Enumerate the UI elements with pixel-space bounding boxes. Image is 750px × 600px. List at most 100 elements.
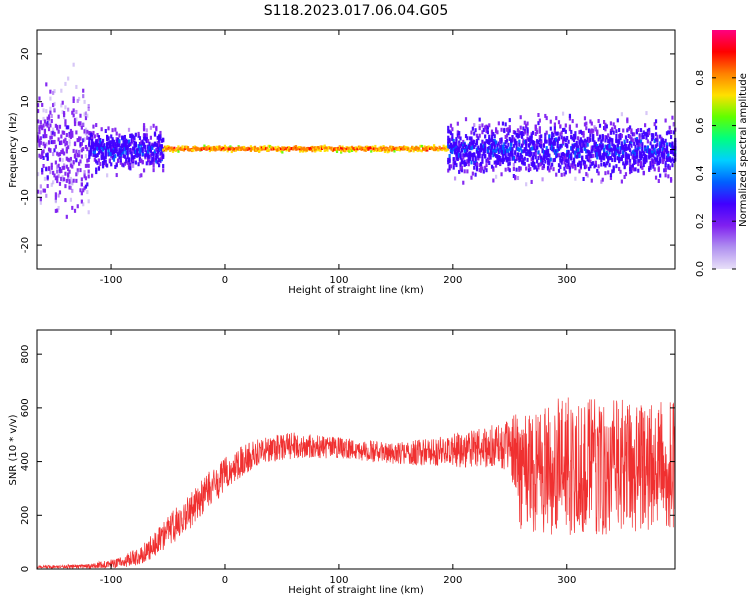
spectrogram-cell — [43, 188, 47, 193]
spectrogram-cell — [378, 146, 381, 150]
spectrogram-cell — [316, 145, 320, 149]
spectrogram-cell — [50, 119, 53, 124]
spectrogram-cell — [83, 137, 86, 142]
spectrogram-cell — [452, 162, 455, 167]
spectrogram-cell — [366, 148, 369, 152]
spectrogram-cell — [469, 144, 472, 149]
spectrogram-cell — [348, 150, 351, 153]
spectrogram-cell — [594, 126, 597, 131]
spectrogram-cell — [633, 149, 636, 154]
spectrogram-cell — [566, 163, 569, 168]
spectrogram-cell — [195, 148, 198, 152]
spectrogram-cell — [639, 151, 643, 156]
spectrogram-cell — [107, 152, 110, 157]
spectrogram-cell — [107, 136, 110, 141]
spectrogram-cell — [477, 156, 480, 161]
spectrogram-cell — [475, 167, 479, 172]
spectrogram-cell — [348, 147, 351, 150]
spectrogram-cell — [64, 171, 67, 176]
spectrogram-cell — [481, 145, 484, 150]
colorbar-tick-label: 0.8 — [695, 70, 706, 86]
spectrogram-cell — [50, 135, 53, 140]
spectrogram-cell — [605, 124, 608, 129]
spectrogram-cell — [672, 123, 675, 128]
spectrogram-cell — [504, 134, 507, 139]
spectrogram-cell — [223, 144, 227, 148]
spectrogram-cell — [301, 147, 304, 150]
spectrogram-cell — [149, 148, 152, 153]
spectrogram-cell — [575, 140, 578, 145]
spectrogram-cell — [232, 146, 235, 150]
spectrogram-cell — [144, 144, 147, 149]
spectrogram-cell — [597, 119, 600, 124]
spectrogram-cell — [80, 154, 83, 159]
spectrogram-cell — [448, 166, 451, 171]
spectrogram-cell — [360, 148, 363, 151]
spectrogram-cell — [511, 138, 514, 143]
spectrogram-cell — [61, 178, 64, 183]
spectrogram-cell — [397, 147, 400, 150]
spectrogram-cell — [590, 145, 593, 150]
spectrogram-cell — [91, 144, 94, 149]
spectrogram-cell — [88, 130, 91, 135]
spectrogram-cell — [515, 140, 518, 145]
spectrogram-cell — [488, 123, 491, 128]
spectrogram-cell — [87, 199, 90, 204]
spectrogram-cell — [618, 140, 621, 145]
spectrogram-cell — [626, 153, 629, 158]
spectrogram-cell — [114, 154, 117, 159]
spectrogram-cell — [505, 127, 509, 132]
spectrogram-cell — [479, 165, 483, 170]
spectrogram-cell — [138, 136, 142, 141]
spectrogram-cell — [559, 155, 562, 160]
spectrogram-cell — [659, 173, 662, 178]
spectrogram-cell — [653, 122, 656, 127]
spectrogram-cell — [474, 162, 477, 167]
spectrogram-cell — [140, 140, 143, 145]
spectrogram-cell — [544, 113, 547, 118]
spectrogram-cell — [344, 149, 347, 152]
spectrogram-cell — [523, 130, 526, 135]
spectrogram-cell — [609, 173, 613, 178]
spectrogram-cell — [447, 139, 450, 144]
spectrogram-cell — [590, 121, 593, 126]
spectrogram-cell — [473, 152, 476, 157]
spectrogram-cell — [530, 151, 533, 156]
spectrogram-cell — [553, 157, 556, 162]
spectrogram-cell — [337, 148, 340, 151]
y-tick-label: 10 — [20, 95, 31, 108]
spectrogram-cell — [469, 151, 472, 156]
spectrogram-cell — [71, 188, 74, 193]
spectrogram-cell — [460, 165, 464, 170]
x-tick-label: 100 — [329, 575, 348, 586]
spectrogram-cell — [589, 164, 592, 169]
spectrogram-cell — [507, 127, 510, 132]
spectrogram-cell — [262, 147, 265, 151]
spectrogram-cell — [536, 145, 539, 150]
spectrogram-cell — [500, 137, 503, 142]
spectrogram-cell — [206, 146, 209, 149]
spectrogram-cell — [462, 155, 465, 160]
spectrogram-cell — [88, 140, 91, 145]
spectrogram-cell — [69, 163, 73, 168]
spectrogram-cell — [300, 146, 303, 150]
spectrogram-cell — [657, 150, 660, 155]
spectrogram-cell — [669, 143, 673, 148]
spectrogram-cell — [534, 143, 537, 148]
spectrogram-cell — [54, 199, 57, 204]
spectrogram-cell — [305, 146, 309, 150]
spectrogram-cell — [615, 133, 618, 138]
spectrogram-cell — [634, 160, 637, 165]
spectrogram-cell — [493, 145, 496, 150]
spectrogram-cell — [486, 148, 489, 153]
spectrogram-cell — [116, 143, 120, 148]
spectrogram-cell — [47, 119, 51, 124]
spectrogram-cell — [633, 160, 636, 165]
spectrogram-cell — [385, 146, 388, 149]
spectrogram-cell — [663, 143, 666, 148]
spectrogram-cell — [142, 125, 146, 130]
spectrogram-cell — [578, 139, 581, 144]
spectrogram-cell — [458, 148, 461, 153]
spectrogram-cell — [463, 169, 466, 174]
spectrogram-cell — [538, 118, 541, 123]
